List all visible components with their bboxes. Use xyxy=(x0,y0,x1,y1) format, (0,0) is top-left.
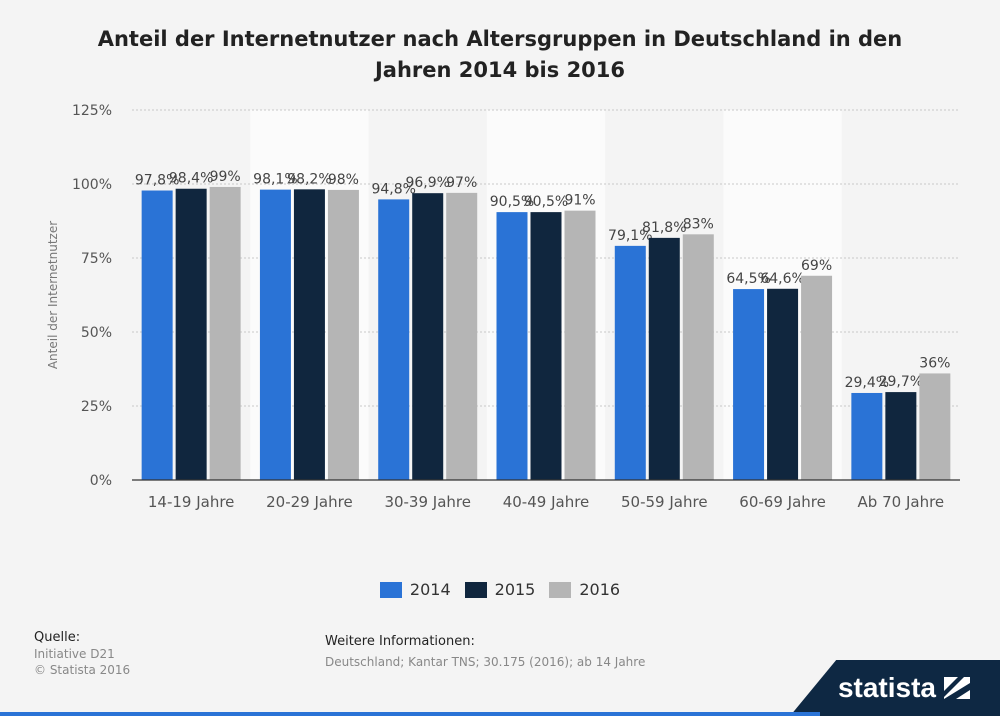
source-line-2: © Statista 2016 xyxy=(34,663,131,677)
statista-logo[interactable]: statista xyxy=(790,660,1000,716)
data-label: 98,1% xyxy=(253,172,297,188)
legend-item-2014[interactable]: 2014 xyxy=(379,580,451,599)
source-block: Quelle: Initiative D21 © Statista 2016 xyxy=(34,630,130,678)
x-tick-label: 40-49 Jahre xyxy=(503,493,590,511)
legend-swatch xyxy=(549,581,572,598)
y-tick-label: 25% xyxy=(81,399,112,415)
legend-swatch xyxy=(464,581,487,598)
legend-label: 2016 xyxy=(579,580,621,599)
bar-2014 xyxy=(141,190,173,480)
bar-2014 xyxy=(496,212,528,480)
bar-2016 xyxy=(327,189,359,481)
bar-2015 xyxy=(293,189,325,480)
data-label: 90,5% xyxy=(490,194,534,210)
x-tick-label: 30-39 Jahre xyxy=(384,493,471,511)
data-label: 83% xyxy=(683,216,714,232)
bottom-accent-line xyxy=(0,712,820,716)
bar-2015 xyxy=(885,392,917,480)
bar-2014 xyxy=(733,289,765,480)
x-tick-label: 50-59 Jahre xyxy=(621,493,708,511)
x-tick-label: 20-29 Jahre xyxy=(266,493,353,511)
data-label: 98,4% xyxy=(169,171,213,187)
legend-swatch xyxy=(379,581,402,598)
info-label: Weitere Informationen: xyxy=(325,634,475,649)
bar-2014 xyxy=(378,199,410,480)
source-line-1: Initiative D21 xyxy=(34,647,115,661)
data-label: 36% xyxy=(919,355,950,371)
bar-2015 xyxy=(175,188,207,480)
bar-2016 xyxy=(801,275,833,480)
legend-label: 2014 xyxy=(409,580,451,599)
chart-plot: 0% 25% 50% 75% 100% 125% Anteil der Internetnu… xyxy=(46,103,960,511)
source-label: Quelle: xyxy=(34,630,81,645)
legend-item-2015[interactable]: 2015 xyxy=(464,580,536,599)
data-label: 69% xyxy=(801,258,832,274)
data-label: 64,6% xyxy=(760,271,804,287)
bar-2016 xyxy=(564,210,596,480)
statista-logo-icon xyxy=(944,677,970,699)
info-block: Weitere Informationen: Deutschland; Kant… xyxy=(325,632,645,672)
info-text: Deutschland; Kantar TNS; 30.175 (2016); … xyxy=(325,655,646,669)
data-label: 98,2% xyxy=(287,171,331,187)
data-label: 64,5% xyxy=(726,271,770,287)
x-tick-label: 14-19 Jahre xyxy=(148,493,235,511)
bar-2015 xyxy=(412,193,444,480)
data-label: 96,9% xyxy=(405,175,449,191)
legend: 2014 2015 2016 xyxy=(0,580,1000,599)
bar-2016 xyxy=(446,192,478,480)
x-tick-label: 60-69 Jahre xyxy=(739,493,826,511)
data-label: 79,1% xyxy=(608,228,652,244)
data-label: 81,8% xyxy=(642,220,686,236)
y-tick-label: 75% xyxy=(81,251,112,267)
y-tick-label: 50% xyxy=(81,325,112,341)
bar-2016 xyxy=(682,234,714,480)
bar-2015 xyxy=(648,237,680,480)
y-axis-title: Anteil der Internetnutzer xyxy=(46,221,60,369)
y-tick-label: 0% xyxy=(90,473,112,489)
y-tick-label: 125% xyxy=(72,103,112,119)
legend-item-2016[interactable]: 2016 xyxy=(549,580,620,599)
data-label: 94,8% xyxy=(371,181,415,197)
bar-2016 xyxy=(919,373,951,480)
data-label: 97% xyxy=(446,175,477,191)
data-label: 91% xyxy=(564,193,595,209)
data-label: 29,7% xyxy=(879,374,923,390)
bar-2014 xyxy=(851,392,883,480)
data-label: 99% xyxy=(210,169,241,185)
bar-2014 xyxy=(259,189,291,480)
data-label: 98% xyxy=(328,172,359,188)
x-tick-label: Ab 70 Jahre xyxy=(858,493,945,511)
y-tick-label: 100% xyxy=(72,177,112,193)
data-label: 29,4% xyxy=(845,375,889,391)
bar-2016 xyxy=(209,186,241,480)
bar-2015 xyxy=(767,288,799,480)
brand-name: statista xyxy=(837,672,936,703)
data-label: 97,8% xyxy=(135,173,179,189)
data-label: 90,5% xyxy=(524,194,568,210)
bar-2015 xyxy=(530,212,562,480)
bar-2014 xyxy=(614,245,646,480)
legend-label: 2015 xyxy=(494,580,536,599)
chart-title: Anteil der Internetnutzer nach Altersgru… xyxy=(97,27,903,82)
